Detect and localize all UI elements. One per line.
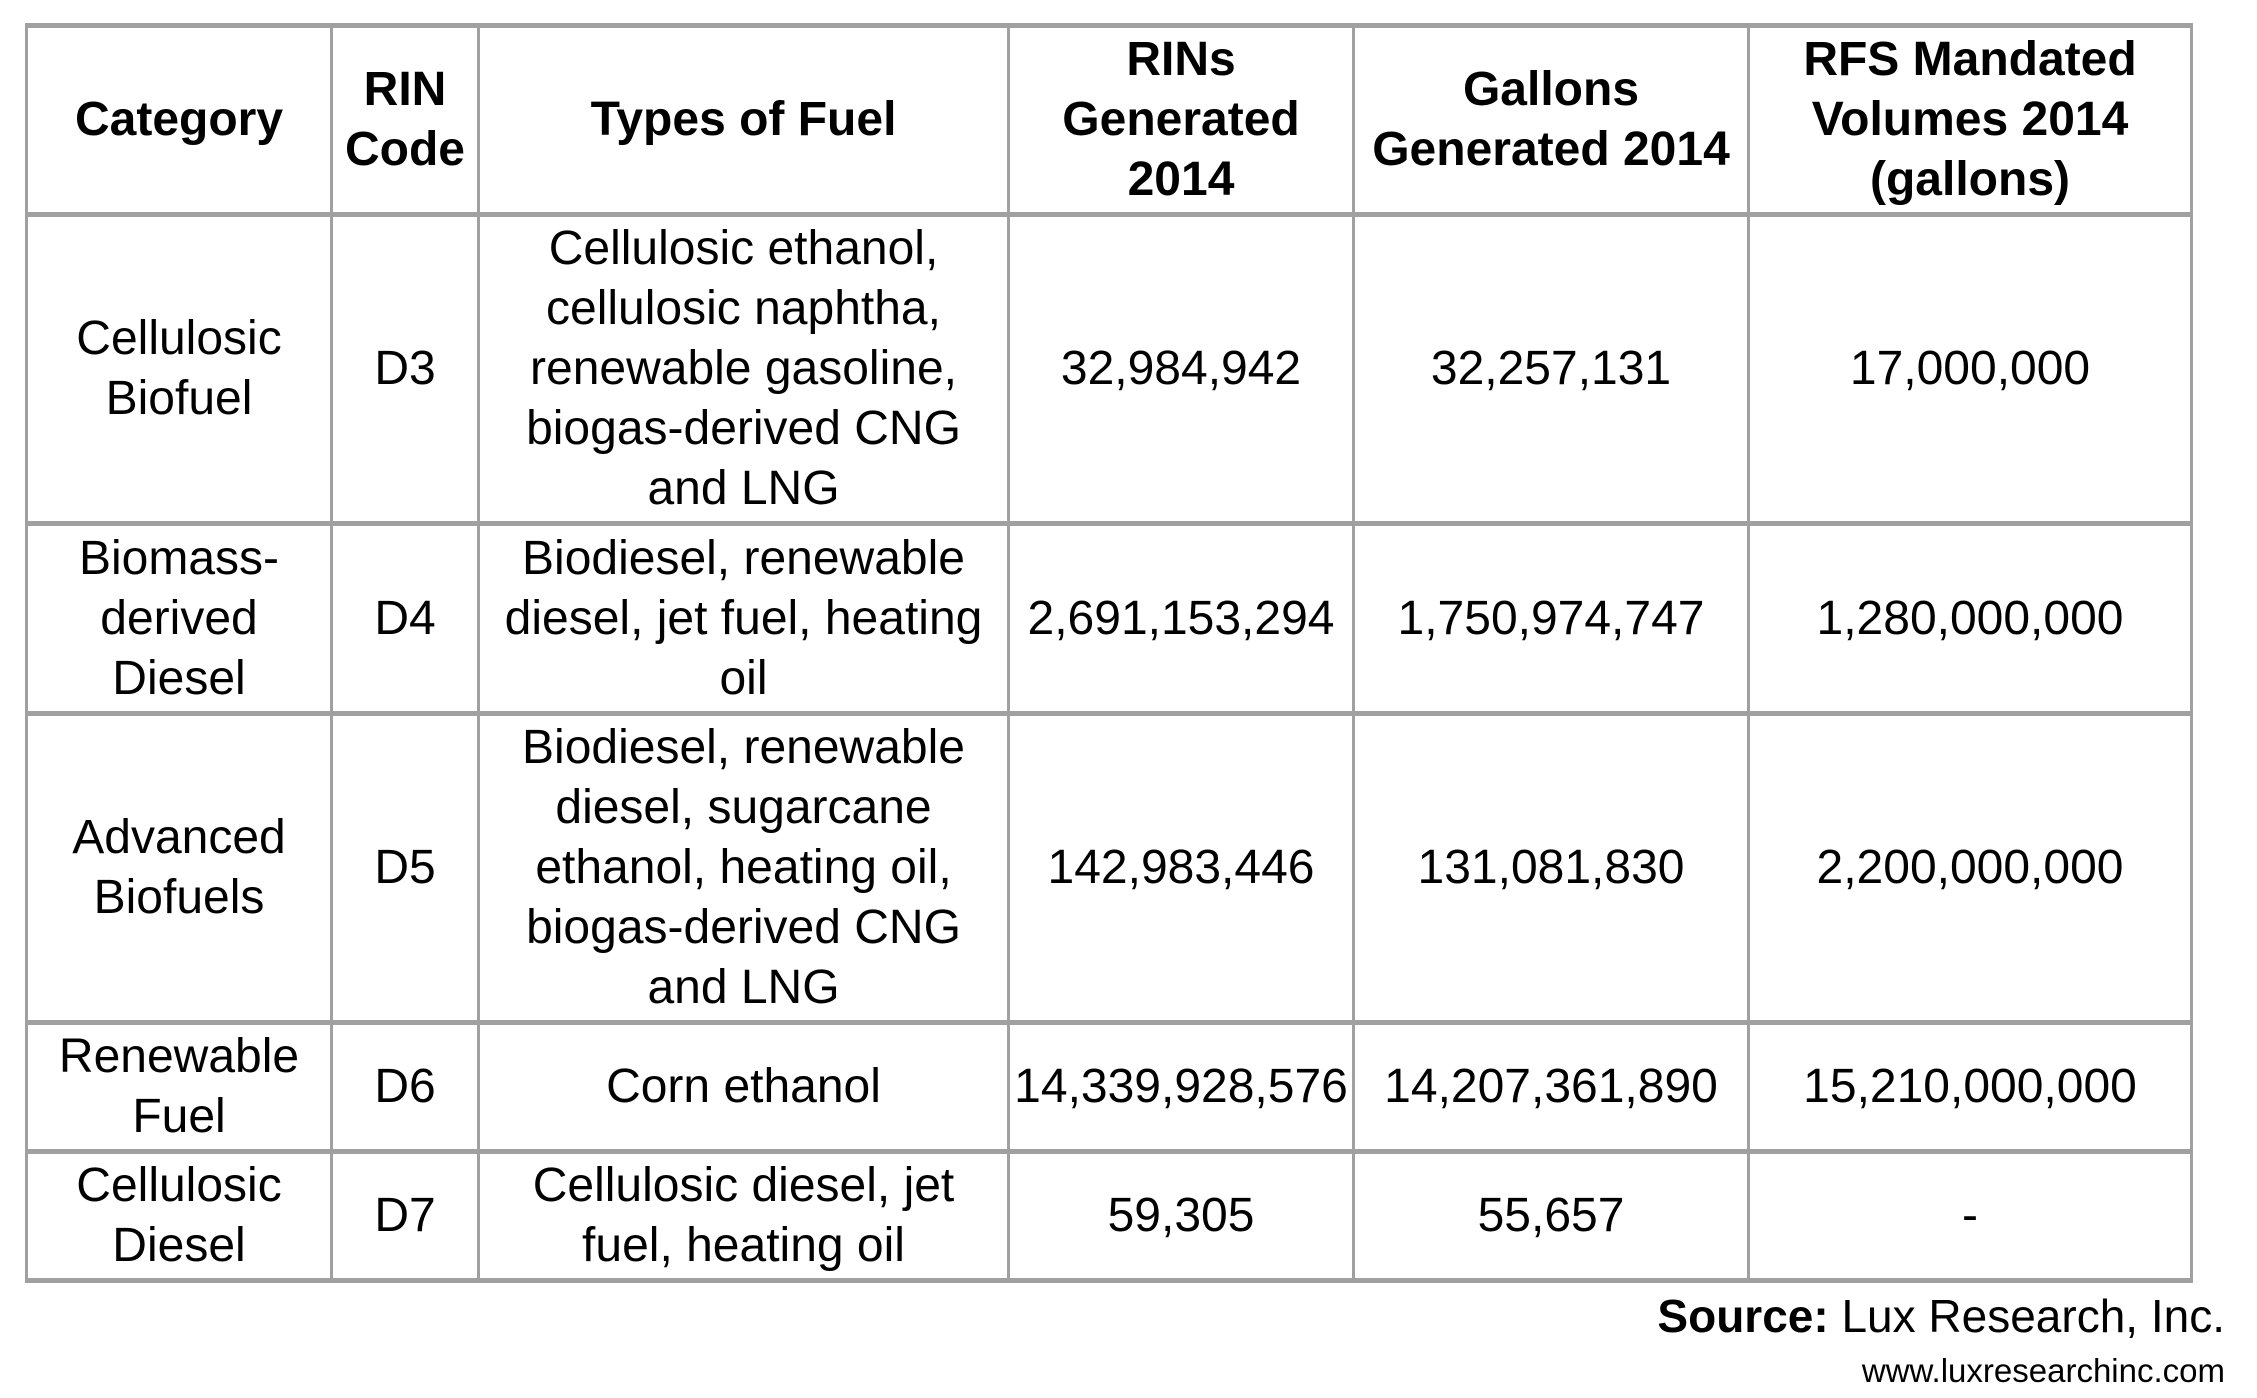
col-header-rins-generated: RINs Generated 2014	[1007, 23, 1355, 217]
cell-types-of-fuel: Biodiesel, renewable diesel, sugarcane e…	[477, 711, 1010, 1025]
cell-rfs-mandate: -	[1747, 1149, 2193, 1283]
source-line: Source: Lux Research, Inc.	[1657, 1288, 2225, 1346]
table-row-d3: Cellulosic Biofuel D3 Cellulosic ethanol…	[25, 212, 2193, 526]
cell-types-of-fuel: Biodiesel, renewable diesel, jet fuel, h…	[477, 521, 1010, 716]
cell-category: Cellulosic Diesel	[25, 1149, 333, 1283]
cell-category: Cellulosic Biofuel	[25, 212, 333, 526]
col-header-category: Category	[25, 23, 333, 217]
cell-rfs-mandate: 2,200,000,000	[1747, 711, 2193, 1025]
cell-rins-generated: 14,339,928,576	[1007, 1020, 1355, 1154]
cell-rin-code: D5	[330, 711, 480, 1025]
table-row-d5: Advanced Biofuels D5 Biodiesel, renewabl…	[25, 711, 2193, 1025]
col-header-types-of-fuel: Types of Fuel	[477, 23, 1010, 217]
cell-rin-code: D6	[330, 1020, 480, 1154]
table-header-row: Category RIN Code Types of Fuel RINs Gen…	[25, 23, 2193, 217]
source-attribution: Source: Lux Research, Inc. www.luxresear…	[1657, 1288, 2225, 1391]
col-header-rin-code: RIN Code	[330, 23, 480, 217]
cell-rins-generated: 142,983,446	[1007, 711, 1355, 1025]
rin-fuel-table: Category RIN Code Types of Fuel RINs Gen…	[25, 23, 2193, 1283]
cell-rins-generated: 32,984,942	[1007, 212, 1355, 526]
cell-rin-code: D3	[330, 212, 480, 526]
cell-rin-code: D7	[330, 1149, 480, 1283]
cell-types-of-fuel: Corn ethanol	[477, 1020, 1010, 1154]
source-company: Lux Research, Inc.	[1841, 1290, 2225, 1342]
cell-gallons-generated: 32,257,131	[1352, 212, 1750, 526]
cell-rins-generated: 59,305	[1007, 1149, 1355, 1283]
table-row-d7: Cellulosic Diesel D7 Cellulosic diesel, …	[25, 1149, 2193, 1283]
cell-rin-code: D4	[330, 521, 480, 716]
cell-category: Advanced Biofuels	[25, 711, 333, 1025]
cell-gallons-generated: 55,657	[1352, 1149, 1750, 1283]
table-row-d6: Renewable Fuel D6 Corn ethanol 14,339,92…	[25, 1020, 2193, 1154]
cell-rins-generated: 2,691,153,294	[1007, 521, 1355, 716]
cell-gallons-generated: 1,750,974,747	[1352, 521, 1750, 716]
source-label: Source:	[1657, 1290, 1829, 1342]
cell-types-of-fuel: Cellulosic ethanol, cellulosic naphtha, …	[477, 212, 1010, 526]
cell-gallons-generated: 131,081,830	[1352, 711, 1750, 1025]
cell-rfs-mandate: 1,280,000,000	[1747, 521, 2193, 716]
source-website: www.luxresearchinc.com	[1861, 1351, 2225, 1389]
table-row-d4: Biomass-derived Diesel D4 Biodiesel, ren…	[25, 521, 2193, 716]
col-header-gallons-generated: Gallons Generated 2014	[1352, 23, 1750, 217]
cell-category: Biomass-derived Diesel	[25, 521, 333, 716]
cell-types-of-fuel: Cellulosic diesel, jet fuel, heating oil	[477, 1149, 1010, 1283]
cell-rfs-mandate: 17,000,000	[1747, 212, 2193, 526]
cell-gallons-generated: 14,207,361,890	[1352, 1020, 1750, 1154]
cell-rfs-mandate: 15,210,000,000	[1747, 1020, 2193, 1154]
col-header-rfs-mandated-volumes: RFS Mandated Volumes 2014 (gallons)	[1747, 23, 2193, 217]
cell-category: Renewable Fuel	[25, 1020, 333, 1154]
